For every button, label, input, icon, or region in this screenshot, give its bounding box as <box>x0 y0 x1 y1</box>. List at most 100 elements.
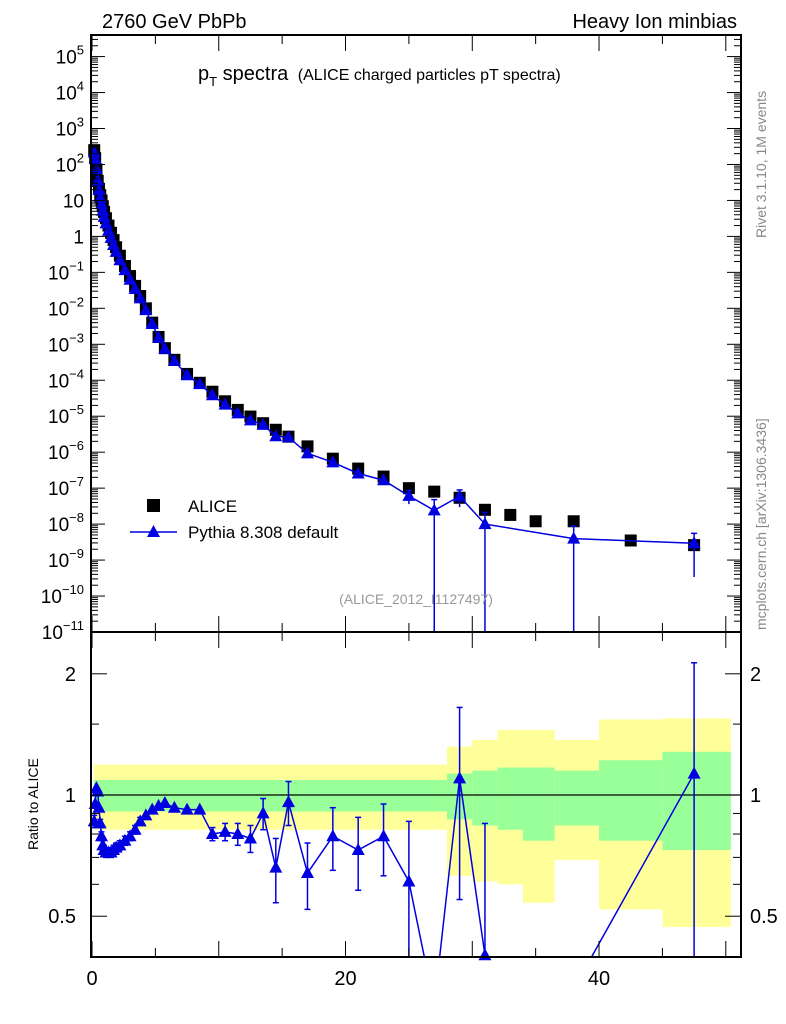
pythia-point <box>402 488 416 501</box>
ratio-point <box>377 829 391 842</box>
pythia-point <box>687 536 701 549</box>
header-left: 2760 GeV PbPb <box>102 11 247 33</box>
ratio-point <box>93 816 107 829</box>
ratio-point <box>300 866 314 879</box>
ratio-y-tick-label-left: 2 <box>65 664 76 686</box>
band-green <box>522 767 555 841</box>
pythia-point <box>92 182 106 195</box>
ratio-point <box>687 766 701 779</box>
ratio-y-tick-label-right: 1 <box>750 785 761 807</box>
pythia-point <box>243 413 257 426</box>
y-tick-exponent: 4 <box>77 79 84 94</box>
ratio-point <box>91 784 105 797</box>
ratio-point <box>243 831 257 844</box>
y-tick-label: 103 <box>56 115 84 141</box>
y-tick-label: 104 <box>56 79 84 105</box>
alice-point <box>567 515 580 528</box>
ratio-point <box>256 806 270 819</box>
title-p: p <box>198 63 209 85</box>
x-tick-label: 40 <box>588 968 610 990</box>
ratio-y-tick-label-left: 0.5 <box>48 906 76 928</box>
pythia-line <box>93 152 695 544</box>
pythia-point <box>453 489 467 502</box>
pythia-point <box>158 341 172 354</box>
y-tick-exponent: −9 <box>69 546 84 561</box>
pythia-point <box>167 353 181 366</box>
band-green <box>662 751 731 851</box>
y-tick-label: 10−11 <box>42 618 84 644</box>
ratio-point <box>123 829 137 842</box>
y-tick-label: 10−6 <box>48 438 84 464</box>
ratio-point <box>269 860 283 873</box>
pythia-point <box>377 473 391 486</box>
pythia-point <box>128 282 142 295</box>
y-tick-label: 10−7 <box>48 474 84 500</box>
pythia-point <box>205 388 219 401</box>
ratio-y-tick-label-right: 2 <box>750 664 761 686</box>
band-green <box>599 760 663 841</box>
header-right: Heavy Ion minbias <box>572 11 737 33</box>
alice-point <box>504 508 517 521</box>
y-tick-exponent: −2 <box>69 294 84 309</box>
ratio-y-tick-label-right: 0.5 <box>750 906 778 928</box>
legend-pythia-label: Pythia 8.308 default <box>188 523 339 542</box>
ratio-y-tick-label-left: 1 <box>65 785 76 807</box>
main-frame <box>90 34 742 633</box>
y-tick-label: 10−10 <box>41 582 84 608</box>
ratio-point <box>128 822 142 835</box>
y-tick-label: 10 <box>63 191 84 212</box>
pythia-point <box>123 272 137 285</box>
title-sub: T <box>209 74 217 89</box>
ratio-point <box>205 827 219 840</box>
x-tick-label: 20 <box>334 968 356 990</box>
legend-pythia-marker <box>147 525 160 537</box>
pythia-point <box>95 197 109 210</box>
ratio-point <box>402 874 416 887</box>
alice-point <box>428 485 441 498</box>
band-green <box>93 779 447 812</box>
alice-point <box>529 515 542 528</box>
ratio-point <box>326 829 340 842</box>
pythia-point <box>256 417 270 430</box>
ratio-frame <box>90 631 742 958</box>
pythia-point <box>326 455 340 468</box>
y-tick-label: 105 <box>56 43 84 69</box>
y-tick-exponent: −4 <box>69 366 84 381</box>
y-tick-exponent: −10 <box>62 582 84 597</box>
ratio-point <box>180 802 194 815</box>
x-tick-label: 0 <box>86 968 97 990</box>
y-tick-label: 10−2 <box>48 294 84 320</box>
pythia-point <box>118 263 132 276</box>
chart-subtitle: (ALICE charged particles pT spectra) <box>298 67 561 84</box>
pythia-point <box>180 368 194 381</box>
ratio-point <box>145 802 159 815</box>
y-tick-exponent: −6 <box>69 438 84 453</box>
y-tick-label: 10−8 <box>48 510 84 536</box>
pythia-point <box>193 377 207 390</box>
pythia-point <box>478 517 492 530</box>
pythia-point <box>269 429 283 442</box>
y-tick-label: 102 <box>56 150 84 176</box>
band-green <box>497 767 523 830</box>
y-tick-label: 10−4 <box>48 366 84 392</box>
pythia-point <box>300 446 314 459</box>
y-tick-exponent: 3 <box>77 115 84 130</box>
ratio-point <box>167 800 181 813</box>
pythia-point <box>113 253 127 266</box>
y-tick-exponent: −1 <box>69 258 84 273</box>
legend-alice-marker <box>147 499 160 512</box>
pythia-point <box>152 330 166 343</box>
pythia-point <box>91 173 105 186</box>
pythia-point <box>93 190 107 203</box>
y-tick-exponent: 2 <box>77 150 84 165</box>
analysis-tag: (ALICE_2012_I1127497) <box>339 591 493 607</box>
pythia-point <box>96 203 110 216</box>
y-tick-exponent: −8 <box>69 510 84 525</box>
ratio-point <box>92 800 106 813</box>
pythia-point <box>427 503 441 516</box>
pythia-point <box>351 466 365 479</box>
side-label-mcplots: mcplots.cern.ch [arXiv:1306.3436] <box>753 418 769 630</box>
pythia-point <box>97 209 111 222</box>
pythia-point <box>218 397 232 410</box>
